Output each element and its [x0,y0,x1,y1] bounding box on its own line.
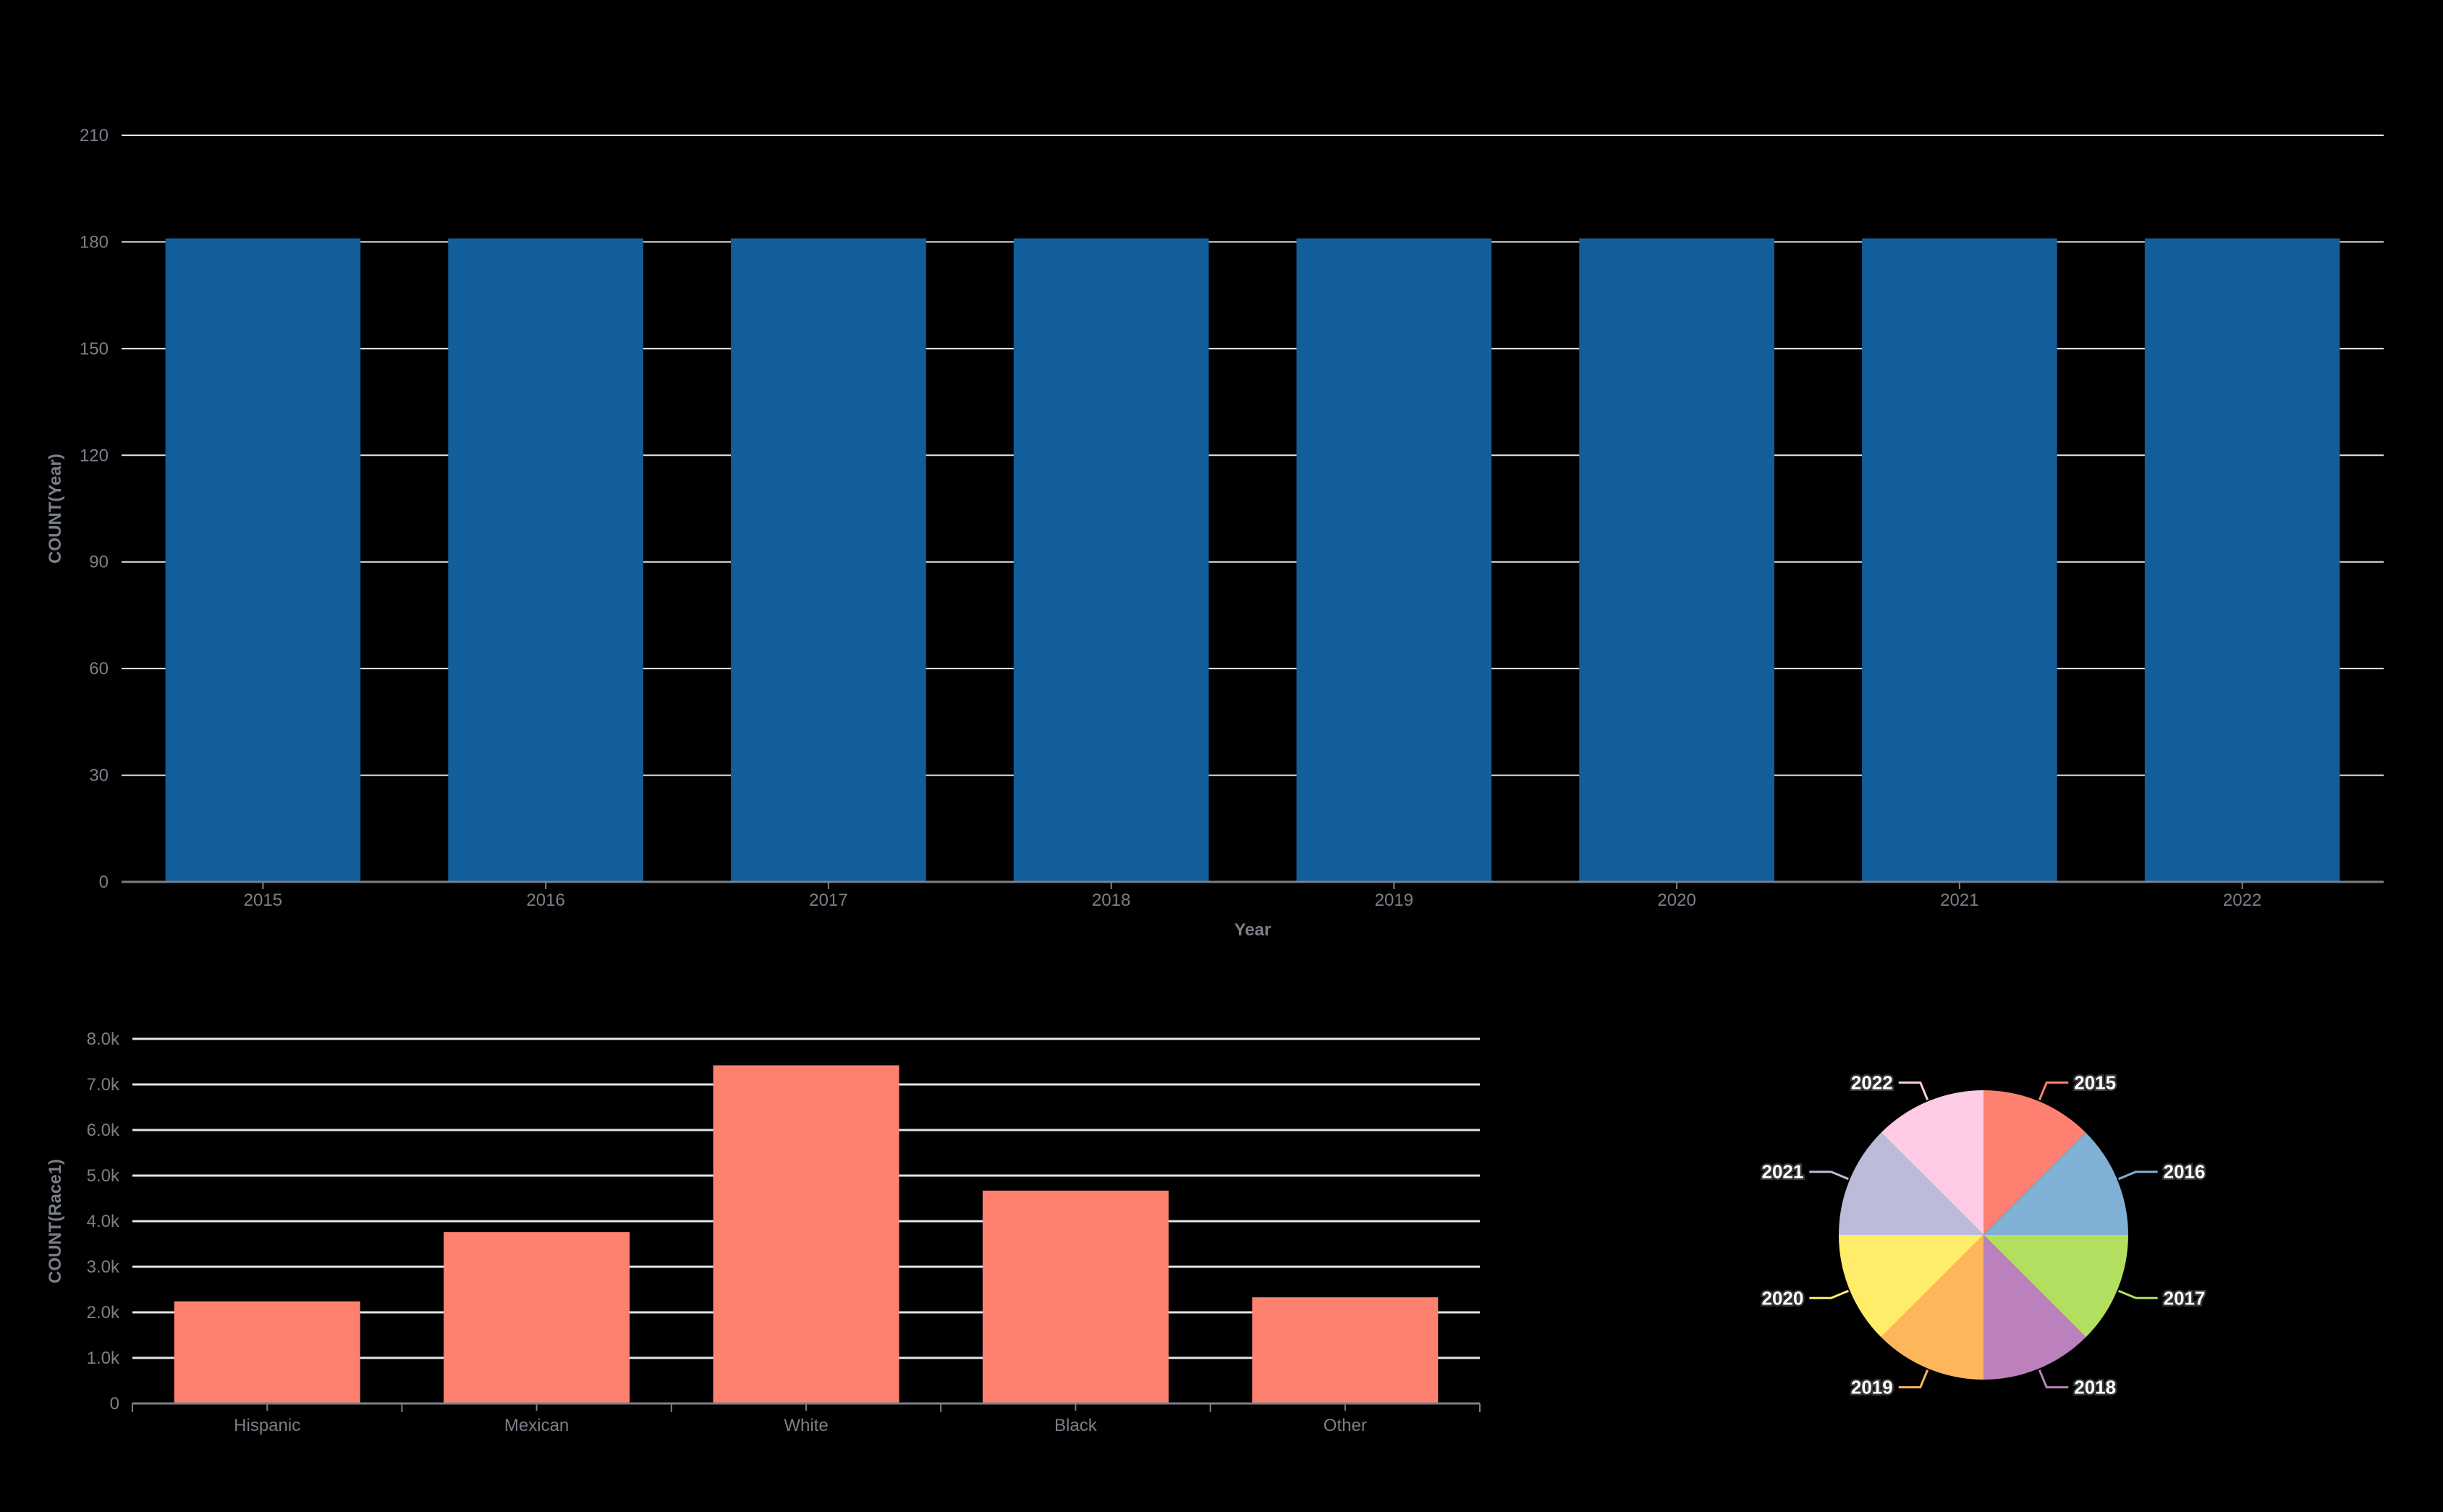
bar-2019[interactable] [1296,238,1492,882]
y-tick-label: 5.0k [87,1166,120,1186]
bar-chart-0: 0 30 60 90 120 150 180 210 2015 2016 2017 2018 2019 2… [46,126,2384,940]
pie-leader-line [1898,1081,1929,1100]
x-axis-title: Year [1235,920,1271,940]
y-tick-label: 3.0k [87,1257,120,1277]
y-tick-label: 210 [80,126,109,145]
x-tick-label: 2020 [1657,891,1695,910]
x-tick-label: 2019 [1375,891,1413,910]
y-tick-label: 2.0k [87,1303,120,1322]
bar-other[interactable] [1252,1297,1439,1403]
pie-leader-line [1898,1369,1929,1389]
bar-2015[interactable] [165,238,361,882]
pie-label-2015: 2015 [2074,1071,2116,1093]
y-tick-label: 90 [89,553,109,572]
x-tick-label: 2018 [1092,891,1130,910]
pie-label-2017: 2017 [2164,1287,2206,1309]
y-tick-label: 60 [89,659,109,679]
y-tick-label: 6.0k [87,1121,120,1140]
pie-slice-2017[interactable] [1983,1235,2128,1338]
pie-leader-line [2038,1369,2069,1389]
pie-label-2021: 2021 [1762,1161,1804,1183]
x-tick-label: Hispanic [234,1416,300,1435]
pie-slice-2018[interactable] [1983,1235,2086,1380]
bar-white[interactable] [713,1065,899,1403]
pie-label-2020: 2020 [1762,1287,1804,1309]
pie-leader-line [1809,1171,1849,1181]
bar-hispanic[interactable] [174,1301,360,1403]
pie-slice-2016[interactable] [1983,1132,2128,1235]
x-tick-label: White [784,1416,828,1435]
pie-slice-2022[interactable] [1881,1090,1983,1235]
pie-label-2019: 2019 [1851,1377,1893,1398]
pie-label-2016: 2016 [2164,1161,2206,1183]
x-tick-label: 2017 [809,891,847,910]
y-tick-label: 150 [80,339,109,359]
bar-2020[interactable] [1579,238,1774,882]
bar-black[interactable] [982,1190,1169,1403]
y-tick-label: 180 [80,232,109,252]
bar-2018[interactable] [1013,238,1209,882]
pie-slice-2021[interactable] [1839,1132,1983,1235]
bar-2022[interactable] [2144,238,2340,882]
bar-2021[interactable] [1862,238,2057,882]
x-tick-label: Mexican [504,1416,569,1435]
x-tick-label: Black [1054,1416,1098,1435]
bar-2016[interactable] [448,238,643,882]
y-tick-label: 4.0k [87,1212,120,1231]
pie-leader-line [2038,1081,2069,1100]
y-tick-label: 8.0k [87,1029,120,1049]
y-tick-label: 0 [110,1394,119,1414]
y-axis-title: COUNT(Race1) [46,1159,65,1283]
y-tick-label: 30 [89,766,109,786]
x-tick-label: 2015 [244,891,282,910]
y-tick-label: 1.0k [87,1349,120,1368]
pie-leader-line [2118,1171,2158,1181]
pie-chart: 2015 2016 2017 2018 2019 2020 2021 2022 [1760,1070,2207,1400]
x-tick-label: 2021 [1940,891,1978,910]
bar-mexican[interactable] [444,1232,630,1403]
y-tick-label: 120 [80,446,109,465]
pie-slice-2020[interactable] [1839,1235,1983,1338]
pie-label-2018: 2018 [2074,1377,2116,1398]
bar-chart-1: 0 1.0k 2.0k 3.0k 4.0k 5.0k 6.0k 7.0k 8.0k Hispani… [46,1029,1481,1435]
x-tick-label: Other [1324,1416,1367,1435]
x-tick-label: 2022 [2223,891,2261,910]
pie-slice-2015[interactable] [1983,1090,2086,1235]
y-axis-title: COUNT(Year) [46,454,65,564]
bar-2017[interactable] [731,238,926,882]
pie-label-2022: 2022 [1851,1071,1893,1093]
pie-leader-line [1809,1289,1849,1299]
y-tick-label: 0 [99,872,109,892]
pie-slice-2019[interactable] [1881,1235,1983,1380]
x-tick-label: 2016 [526,891,564,910]
y-tick-label: 7.0k [87,1075,120,1095]
pie-leader-line [2118,1289,2158,1299]
